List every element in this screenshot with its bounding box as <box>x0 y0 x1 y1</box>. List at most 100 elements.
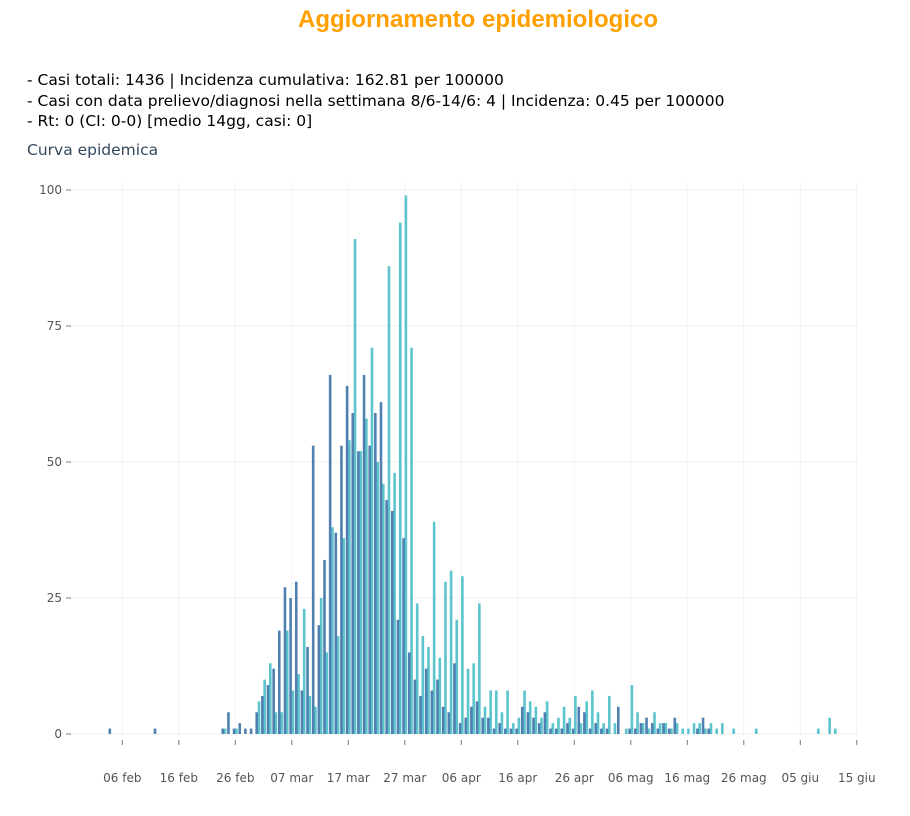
bar <box>413 679 417 734</box>
bar <box>365 418 368 734</box>
bar <box>280 712 283 734</box>
x-tick-label: 06 apr <box>442 771 481 785</box>
bar <box>568 717 572 734</box>
bar <box>444 581 447 734</box>
bar <box>393 472 396 734</box>
bar <box>645 717 648 734</box>
bar <box>534 706 538 734</box>
bar <box>348 440 351 734</box>
bar <box>540 717 543 734</box>
bar <box>583 712 586 734</box>
bar <box>515 728 518 734</box>
bar <box>314 706 317 734</box>
y-tick-label: 0 <box>54 727 62 741</box>
x-tick-label: 26 apr <box>555 771 594 785</box>
bar <box>297 674 300 734</box>
bar <box>543 712 547 734</box>
bar <box>681 728 685 734</box>
bar <box>255 712 258 734</box>
bar <box>404 195 408 734</box>
summary-list: - Casi totali: 1436 | Incidenza cumulati… <box>27 70 725 132</box>
bar <box>613 723 617 734</box>
bar <box>407 652 411 734</box>
bar <box>526 712 530 734</box>
bar <box>662 723 665 734</box>
bar <box>334 532 338 734</box>
bar <box>232 728 236 734</box>
bar <box>319 598 323 734</box>
bar <box>447 712 451 734</box>
y-tick-label: 100 <box>39 183 62 197</box>
bar <box>374 413 377 734</box>
bar <box>387 266 391 734</box>
bar <box>532 717 535 734</box>
bar <box>340 445 343 734</box>
x-tick-label: 06 feb <box>103 771 141 785</box>
bar <box>430 690 434 734</box>
y-tick-label: 25 <box>47 591 62 605</box>
bar-series-0 <box>108 374 710 734</box>
bar <box>470 706 473 734</box>
bar <box>436 679 439 734</box>
bar <box>278 630 281 734</box>
bar <box>557 717 560 734</box>
bar <box>263 679 266 734</box>
bar <box>495 690 498 734</box>
bar <box>427 646 430 734</box>
bar <box>549 728 552 734</box>
bar <box>285 630 289 734</box>
bar <box>624 728 628 734</box>
bar <box>421 636 425 734</box>
bar <box>317 625 321 734</box>
bar <box>696 728 699 734</box>
bar <box>391 510 394 734</box>
bar <box>605 728 609 734</box>
bar <box>650 723 654 734</box>
x-tick-label: 05 giu <box>781 771 819 785</box>
bar <box>715 728 718 734</box>
bar <box>704 728 707 734</box>
page-title: Aggiornamento epidemiologico <box>297 6 658 33</box>
bar <box>528 701 532 734</box>
bar <box>667 728 671 734</box>
bar <box>294 581 298 734</box>
bar <box>628 728 631 734</box>
bar <box>658 723 662 734</box>
bar <box>331 527 334 734</box>
bar <box>509 728 513 734</box>
bar <box>489 690 492 734</box>
bar <box>588 728 592 734</box>
bar <box>323 559 326 734</box>
bar <box>453 663 456 734</box>
bar <box>600 728 603 734</box>
bar-series-1 <box>223 195 837 734</box>
bar <box>481 717 484 734</box>
bar <box>653 712 656 734</box>
bar <box>368 445 371 734</box>
bar <box>291 690 295 734</box>
bar <box>574 695 577 734</box>
x-tick-label: 16 mag <box>664 771 710 785</box>
bar <box>472 663 475 734</box>
bar <box>274 712 278 734</box>
bar <box>221 728 225 734</box>
x-tick-label: 26 mag <box>721 771 767 785</box>
bar <box>492 728 496 734</box>
bar <box>419 695 422 734</box>
bar <box>633 728 637 734</box>
bar <box>664 723 668 734</box>
bar <box>636 712 639 734</box>
bar <box>336 636 340 734</box>
bar <box>520 706 524 734</box>
bar <box>379 402 383 734</box>
bar <box>306 646 309 734</box>
bar <box>424 668 428 734</box>
bar <box>498 723 501 734</box>
bar <box>754 728 758 734</box>
bar <box>325 652 329 734</box>
bar <box>707 728 710 734</box>
bar <box>415 603 419 734</box>
bar <box>523 690 526 734</box>
bar <box>828 717 831 734</box>
x-tick-label: 16 apr <box>498 771 537 785</box>
